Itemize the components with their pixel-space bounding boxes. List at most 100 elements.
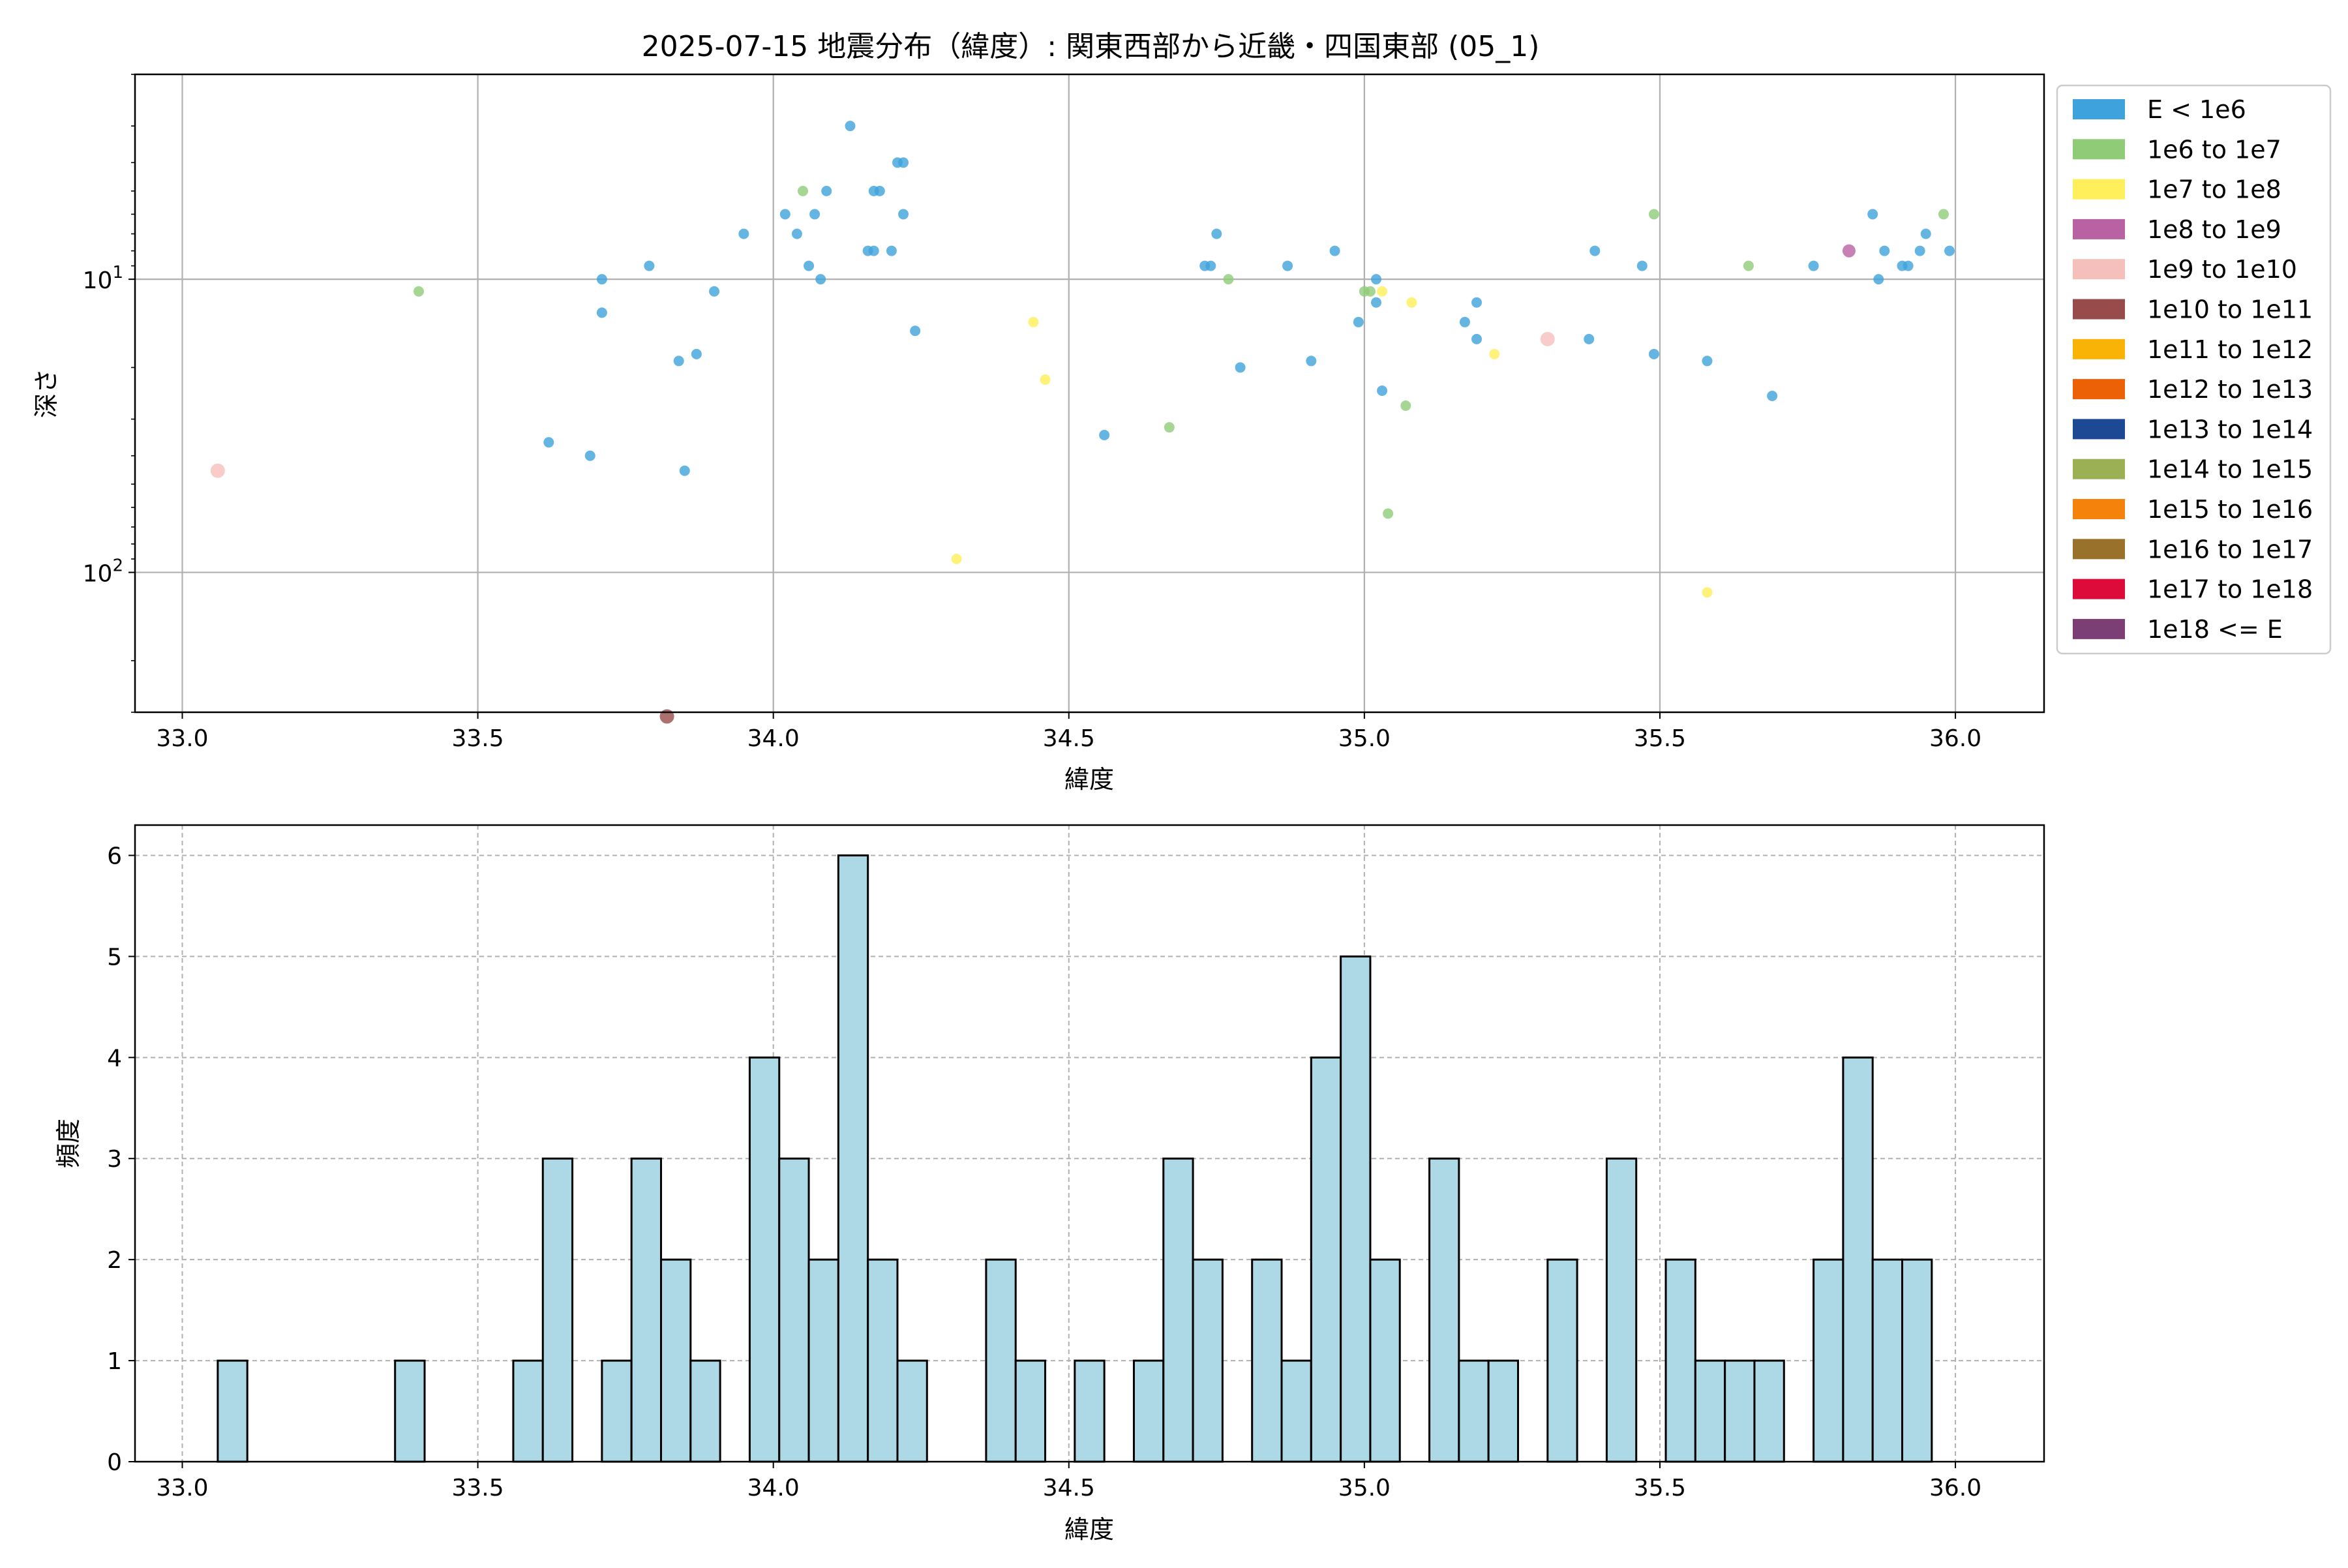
scatter-point	[738, 228, 749, 239]
scatter-y-ticks: 101 102	[83, 74, 135, 713]
histogram-x-ticks: 33.0 33.5 34.0 34.5 35.0 35.5 36.0	[156, 1462, 1981, 1501]
scatter-point	[210, 463, 225, 478]
histogram-y-tick-label: 3	[107, 1146, 122, 1173]
legend-swatch	[2073, 379, 2125, 400]
scatter-point	[845, 121, 856, 132]
legend-label: 1e12 to 1e13	[2147, 375, 2313, 404]
scatter-point	[1099, 430, 1110, 441]
histogram-bar	[1369, 1258, 1401, 1463]
scatter-x-tick-label: 34.5	[1043, 725, 1095, 752]
scatter-point	[1235, 362, 1246, 373]
histogram-bar	[394, 1359, 426, 1463]
scatter-point	[1808, 260, 1819, 271]
scatter-point	[1400, 400, 1411, 412]
scatter-point	[951, 554, 962, 565]
legend-swatch	[2073, 499, 2125, 519]
histogram-bar	[1458, 1359, 1490, 1463]
histogram-y-tick-label: 2	[107, 1247, 122, 1274]
legend: E < 1e6 1e6 to 1e7 1e7 to 1e8 1e8 to 1e9 1e9…	[2056, 84, 2332, 655]
scatter-point	[644, 260, 655, 271]
scatter-point	[543, 437, 554, 448]
legend-label: 1e16 to 1e17	[2147, 535, 2313, 564]
histogram-x-tick-label: 33.0	[156, 1475, 208, 1501]
scatter-point	[1589, 245, 1601, 256]
scatter-point	[1371, 297, 1382, 308]
legend-swatch	[2073, 259, 2125, 280]
scatter-point	[1702, 587, 1713, 598]
scatter-point	[1459, 316, 1470, 327]
scatter-point	[1584, 333, 1595, 344]
figure-title: 2025-07-15 地震分布（緯度）: 関東西部から近畿・四国東部 (05_1…	[642, 30, 1540, 63]
histogram-x-tick-label: 34.0	[747, 1475, 800, 1501]
scatter-point	[874, 185, 885, 196]
scatter-point	[815, 274, 826, 285]
scatter-point	[1040, 374, 1051, 385]
scatter-point	[584, 450, 595, 461]
scatter-point	[868, 245, 879, 256]
legend-swatch	[2073, 179, 2125, 200]
scatter-point	[1371, 274, 1382, 285]
histogram-bar	[1014, 1359, 1047, 1463]
scatter-point	[1920, 228, 1931, 239]
scatter-y-tick-label: 101	[83, 263, 123, 294]
histogram-bar	[660, 1258, 692, 1463]
legend-label: 1e18 <= E	[2147, 615, 2283, 644]
histogram-x-tick-label: 34.5	[1043, 1475, 1095, 1501]
histogram-bar	[1074, 1359, 1106, 1463]
legend-label: 1e11 to 1e12	[2147, 335, 2313, 364]
scatter-grid	[135, 74, 2044, 712]
scatter-point	[1743, 260, 1754, 271]
legend-label: E < 1e6	[2147, 95, 2246, 124]
histogram-y-tick-label: 5	[107, 944, 122, 971]
legend-swatch	[2073, 339, 2125, 359]
histogram-bar	[1132, 1359, 1165, 1463]
legend-label: 1e17 to 1e18	[2147, 575, 2313, 604]
histogram-bar	[867, 1258, 899, 1463]
scatter-point	[1767, 390, 1778, 401]
legend-swatch	[2073, 539, 2125, 560]
legend-label: 1e7 to 1e8	[2147, 175, 2281, 204]
scatter-points	[210, 121, 1955, 724]
histogram-bar	[1340, 955, 1372, 1463]
legend-label: 1e14 to 1e15	[2147, 455, 2313, 484]
histogram-bar	[1901, 1258, 1933, 1463]
legend-label: 1e8 to 1e9	[2147, 215, 2281, 244]
scatter-point	[596, 274, 607, 285]
scatter-y-tick-label: 102	[83, 556, 123, 588]
scatter-point	[1306, 355, 1317, 367]
scatter-point	[1873, 274, 1884, 285]
scatter-point	[659, 709, 674, 724]
scatter-x-tick-label: 36.0	[1929, 725, 1981, 752]
scatter-x-tick-label: 33.5	[452, 725, 504, 752]
scatter-x-tick-label: 34.0	[747, 725, 800, 752]
scatter-point	[1377, 286, 1388, 297]
histogram-y-tick-label: 0	[107, 1449, 122, 1476]
histogram-bar	[778, 1157, 810, 1463]
scatter-point	[673, 355, 684, 367]
histogram-bar	[1487, 1359, 1519, 1463]
histogram-x-tick-label: 35.5	[1634, 1475, 1686, 1501]
scatter-point	[1903, 260, 1914, 271]
scatter-point	[1329, 245, 1340, 256]
scatter-x-tick-label: 35.5	[1634, 725, 1686, 752]
scatter-point	[898, 157, 909, 168]
histogram-bar	[748, 1056, 781, 1463]
scatter-point	[804, 260, 815, 271]
histogram-bar	[1813, 1258, 1844, 1463]
scatter-point	[596, 307, 607, 318]
histogram-bar	[1694, 1359, 1726, 1463]
legend-swatch	[2073, 459, 2125, 479]
scatter-point	[691, 348, 702, 359]
legend-swatch	[2073, 139, 2125, 160]
histogram-bar	[217, 1359, 248, 1463]
legend-frame	[2056, 84, 2332, 655]
scatter-point	[1540, 331, 1555, 346]
scatter-point	[1489, 348, 1500, 359]
histogram-x-tick-label: 35.0	[1338, 1475, 1391, 1501]
legend-swatch	[2073, 299, 2125, 320]
scatter-point	[1648, 348, 1659, 359]
scatter-y-axis-label: 深さ	[32, 369, 61, 418]
histogram-bar	[1605, 1157, 1638, 1463]
histogram-bar	[837, 854, 869, 1463]
